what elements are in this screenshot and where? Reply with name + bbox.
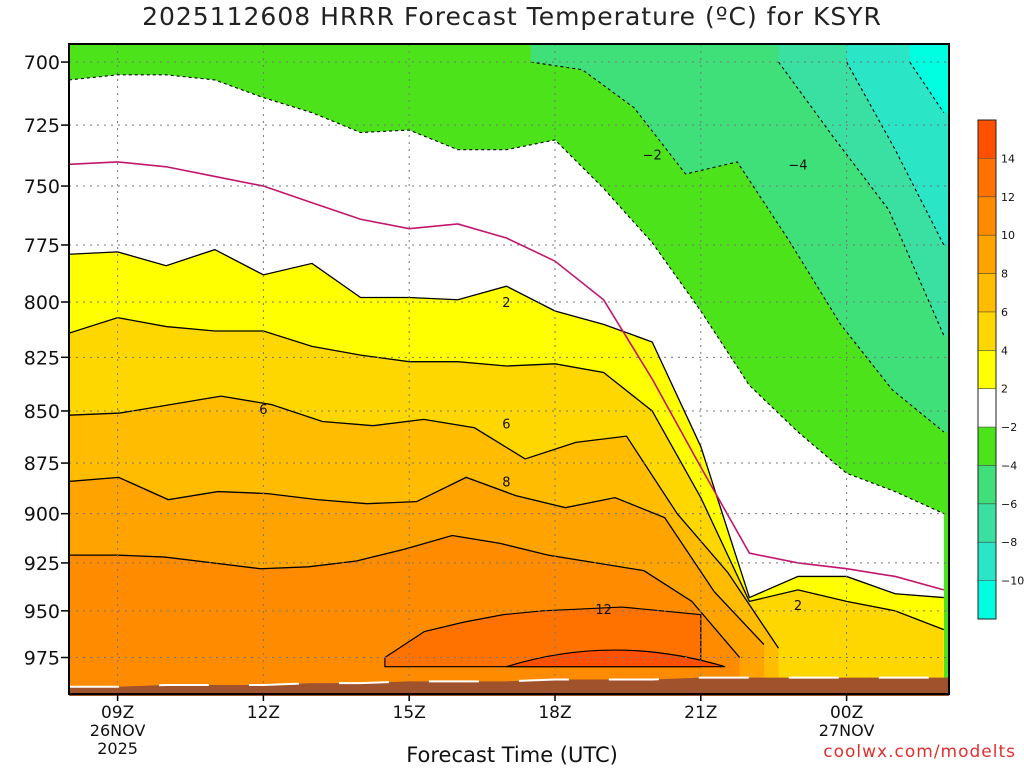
contour-label: −2 xyxy=(643,149,662,164)
y-tick-label: 825 xyxy=(24,347,60,369)
isotherm--6 xyxy=(778,61,945,336)
y-tick-label: 875 xyxy=(24,453,60,475)
colorbar-segment xyxy=(978,120,996,159)
colorbar-segment xyxy=(978,542,996,582)
isotherm-2 xyxy=(69,248,944,599)
x-tick-label: 12Z xyxy=(247,703,280,723)
colorbar-label: 2 xyxy=(1001,383,1008,396)
colorbar-segment xyxy=(978,235,996,275)
colorbar: 14 12 10 8 6 4 2 −2 −4 −6 −8 −10 xyxy=(977,119,1024,620)
colorbar-frame xyxy=(977,119,997,620)
colorbar-label: 4 xyxy=(1001,344,1008,357)
y-axis: 700 725 750 775 800 825 850 875 900 925 950 975 xyxy=(24,52,69,670)
isotherm-10 xyxy=(69,534,741,658)
x-tick-label: 09Z xyxy=(101,703,134,723)
y-tick-label: 900 xyxy=(24,504,60,526)
colorbar-label: 12 xyxy=(1001,191,1015,204)
x-tick-label: 21Z xyxy=(684,703,717,723)
band--8 xyxy=(846,44,949,245)
x-date-label: 2025 xyxy=(97,739,138,758)
colorbar-label: 8 xyxy=(1001,268,1008,281)
contour-label: 2 xyxy=(502,296,510,311)
colorbar-label: 6 xyxy=(1001,306,1008,319)
surface-line xyxy=(69,676,944,688)
chart-title: 2025112608 HRRR Forecast Temperature (ºC… xyxy=(142,2,882,31)
contour-label: 6 xyxy=(259,403,267,418)
isotherm--2 xyxy=(69,74,945,515)
band-14 xyxy=(506,649,726,668)
y-tick-label: 700 xyxy=(24,52,60,74)
colorbar-label: −10 xyxy=(1001,575,1024,588)
x-tick-label: 00Z xyxy=(830,703,863,723)
y-tick-label: 750 xyxy=(24,176,60,198)
colorbar-segment xyxy=(978,465,996,505)
y-tick-label: 725 xyxy=(24,115,60,137)
ground-layer xyxy=(69,676,949,696)
colorbar-segment xyxy=(978,388,996,428)
y-tick-label: 800 xyxy=(24,292,60,314)
isotherm-4 xyxy=(69,317,945,631)
colorbar-label: −2 xyxy=(1001,421,1017,434)
isotherm-6 xyxy=(69,395,780,649)
colorbar-segment xyxy=(978,580,996,620)
colorbar-label: −6 xyxy=(1001,498,1017,511)
x-date-label: 26NOV xyxy=(90,721,146,740)
contour-label: 6 xyxy=(502,418,510,433)
colorbar-label: 14 xyxy=(1001,152,1015,165)
colorbar-segment xyxy=(978,158,996,198)
x-tick-label: 15Z xyxy=(393,703,426,723)
colorbar-label: −8 xyxy=(1001,536,1017,549)
contour-label: −4 xyxy=(788,158,807,173)
y-tick-label: 925 xyxy=(24,553,60,575)
colorbar-segment xyxy=(978,273,996,313)
contour-label: 2 xyxy=(794,599,802,614)
x-axis-label: Forecast Time (UTC) xyxy=(406,743,618,767)
y-tick-label: 850 xyxy=(24,401,60,423)
plot-frame xyxy=(68,43,950,695)
ground-fill xyxy=(69,677,949,696)
colorbar-label: −4 xyxy=(1001,459,1017,472)
isotherm-8 xyxy=(69,476,765,646)
colorbar-segment xyxy=(978,503,996,543)
x-date-label: 27NOV xyxy=(819,721,875,740)
colorbar-segment xyxy=(978,427,996,466)
y-tick-label: 975 xyxy=(24,648,60,670)
colorbar-segment xyxy=(978,311,996,351)
plot-area xyxy=(69,44,949,694)
y-tick-label: 950 xyxy=(24,601,60,623)
x-tick-label: 18Z xyxy=(538,703,571,723)
colorbar-label: 10 xyxy=(1001,229,1015,242)
isotherm--4 xyxy=(530,61,945,433)
contour-label: 8 xyxy=(502,475,510,490)
contour-label: 12 xyxy=(595,603,612,618)
isotherm--10 xyxy=(909,61,945,113)
colorbar-segment xyxy=(978,196,996,236)
contour-labels: 2 6 6 8 12 2 −2 −4 xyxy=(259,149,807,618)
credit-text: coolwx.com/modelts xyxy=(823,742,1016,762)
y-tick-label: 775 xyxy=(24,235,60,257)
colorbar-segment xyxy=(978,350,996,390)
band--10 xyxy=(909,44,949,113)
